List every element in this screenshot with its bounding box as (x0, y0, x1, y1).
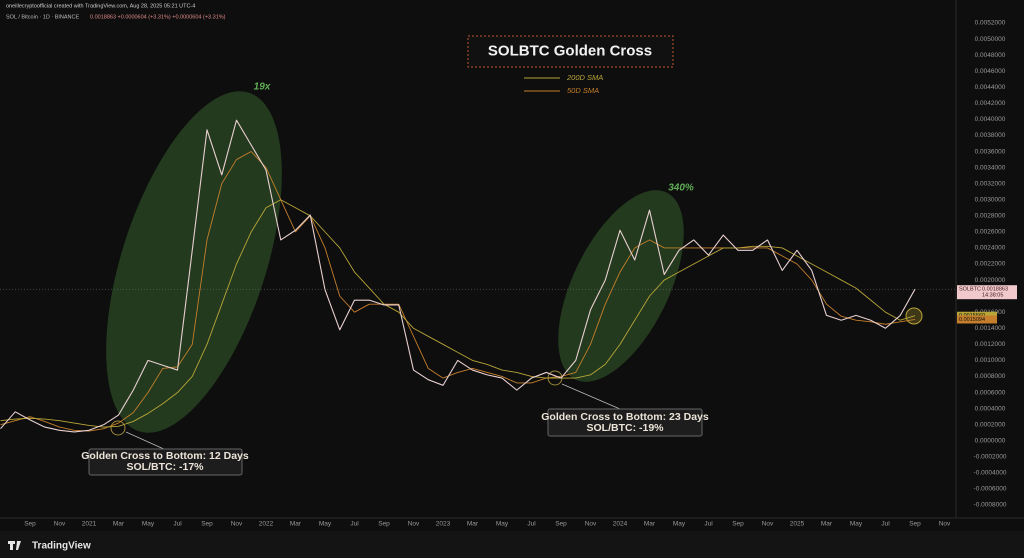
y-tick-label: 0.0036000 (975, 148, 1006, 155)
x-tick-label: Sep (732, 521, 744, 528)
x-tick-label: Sep (201, 521, 213, 528)
x-tick-label: May (850, 521, 863, 528)
x-tick-label: Sep (24, 521, 36, 528)
x-tick-label: Nov (408, 521, 420, 528)
footer (0, 531, 1024, 558)
price-tag-time: 14:38:05 (982, 293, 1003, 299)
x-tick-label: Jul (527, 521, 536, 528)
y-tick-label: -0.0004000 (974, 470, 1007, 477)
x-tick-label: Sep (555, 521, 567, 528)
brand-logo (8, 541, 21, 550)
x-tick-label: Sep (909, 521, 921, 528)
x-tick-label: Mar (644, 521, 656, 528)
x-tick-label: Nov (585, 521, 597, 528)
price-tag-value: 0.0018863 (982, 287, 1008, 293)
y-tick-label: 0.0030000 (975, 196, 1006, 203)
price-tag (957, 285, 1017, 300)
y-tick-label: 0.0022000 (975, 261, 1006, 268)
y-tick-label: 0.0024000 (975, 245, 1006, 252)
x-tick-label: Jul (881, 521, 890, 528)
x-tick-label: May (496, 521, 509, 528)
y-tick-label: 0.0034000 (975, 164, 1006, 171)
plot (0, 119, 916, 433)
x-tick-label: Mar (290, 521, 302, 528)
y-tick-label: 0.0050000 (975, 36, 1006, 43)
y-tick-label: 0.0002000 (975, 421, 1006, 428)
y-tick-label: 0.0026000 (975, 229, 1006, 236)
x-tick-label: Nov (939, 521, 951, 528)
y-tick-label: 0.0042000 (975, 100, 1006, 107)
y-tick-label: 0.0038000 (975, 132, 1006, 139)
annotation: Golden Cross to Bottom: 23 Days (541, 411, 709, 423)
symbol: SOL / Bitcoin · 1D · BINANCE (6, 14, 79, 20)
legend-label: 200D SMA (566, 73, 603, 82)
y-tick-label: 0.0052000 (975, 20, 1006, 27)
x-tick-label: 2025 (790, 521, 805, 528)
sma-line (0, 199, 916, 428)
y-tick-label: 0.0020000 (975, 277, 1006, 284)
x-tick-label: Mar (467, 521, 479, 528)
y-tick-label: 0.0012000 (975, 341, 1006, 348)
x-tick-label: May (142, 521, 155, 528)
y-tick-label: 0.0046000 (975, 68, 1006, 75)
y-tick-label: 0.0048000 (975, 52, 1006, 59)
y-tick-label: 0.0014000 (975, 325, 1006, 332)
symbol-values: 0.0018863 +0.0000604 (+3.31%) +0.0000604… (90, 14, 226, 20)
annotation: 19x (254, 82, 271, 93)
cross-marker (110, 420, 126, 436)
y-tick-label: 0.0010000 (975, 357, 1006, 364)
y-tick-label: 0.0006000 (975, 389, 1006, 396)
header: oneillecryptoofficial created with Tradi… (6, 3, 195, 9)
rally-highlight (106, 91, 282, 433)
sma-line (0, 151, 916, 432)
y-tick-label: 0.0000000 (975, 437, 1006, 444)
y-tick-label: 0.0028000 (975, 213, 1006, 220)
x-tick-label: 2023 (436, 521, 451, 528)
annotation: Golden Cross to Bottom: 12 Days (81, 450, 249, 462)
y-tick-label: -0.0006000 (974, 486, 1007, 493)
x-tick-label: Nov (231, 521, 243, 528)
x-tick-label: Nov (54, 521, 66, 528)
x-tick-label: 2021 (82, 521, 97, 528)
annotation: 340% (668, 183, 694, 194)
y-tick-label: 0.0044000 (975, 84, 1006, 91)
title-box (467, 35, 674, 68)
arrow (561, 383, 621, 410)
chart-title: SOLBTC Golden Cross (488, 42, 652, 59)
y-tick-label: 0.0040000 (975, 116, 1006, 123)
x-tick-label: Jul (350, 521, 359, 528)
rally-highlight (558, 190, 684, 382)
annotation: SOL/BTC: -17% (126, 461, 204, 473)
sma-tag (957, 315, 997, 324)
annotation: SOL/BTC: -19% (586, 422, 664, 434)
annotation-box (88, 448, 243, 476)
y-tick-label: 0.0004000 (975, 405, 1006, 412)
x-tick-label: Jul (173, 521, 182, 528)
x-tick-label: 2024 (613, 521, 628, 528)
x-tick-label: Mar (821, 521, 833, 528)
price-line (0, 119, 916, 433)
y-tick-label: 0.0032000 (975, 180, 1006, 187)
x-tick-label: Nov (762, 521, 774, 528)
sma-tag-value: 0.0015094 (959, 317, 985, 323)
x-tick-label: Mar (113, 521, 125, 528)
x-tick-label: May (319, 521, 332, 528)
y-tick-label: -0.0008000 (974, 502, 1007, 509)
annotation-box (547, 408, 703, 437)
y-tick-label: -0.0002000 (974, 454, 1007, 461)
price-tag-symbol: SOLBTC (959, 287, 981, 293)
y-tick-label: 0.0008000 (975, 373, 1006, 380)
x-tick-label: Sep (378, 521, 390, 528)
legend-label: 50D SMA (567, 86, 599, 95)
x-tick-label: 2022 (259, 521, 274, 528)
x-tick-label: May (673, 521, 686, 528)
arrow (125, 431, 167, 451)
brand: TradingView (32, 541, 91, 552)
x-tick-label: Jul (704, 521, 713, 528)
